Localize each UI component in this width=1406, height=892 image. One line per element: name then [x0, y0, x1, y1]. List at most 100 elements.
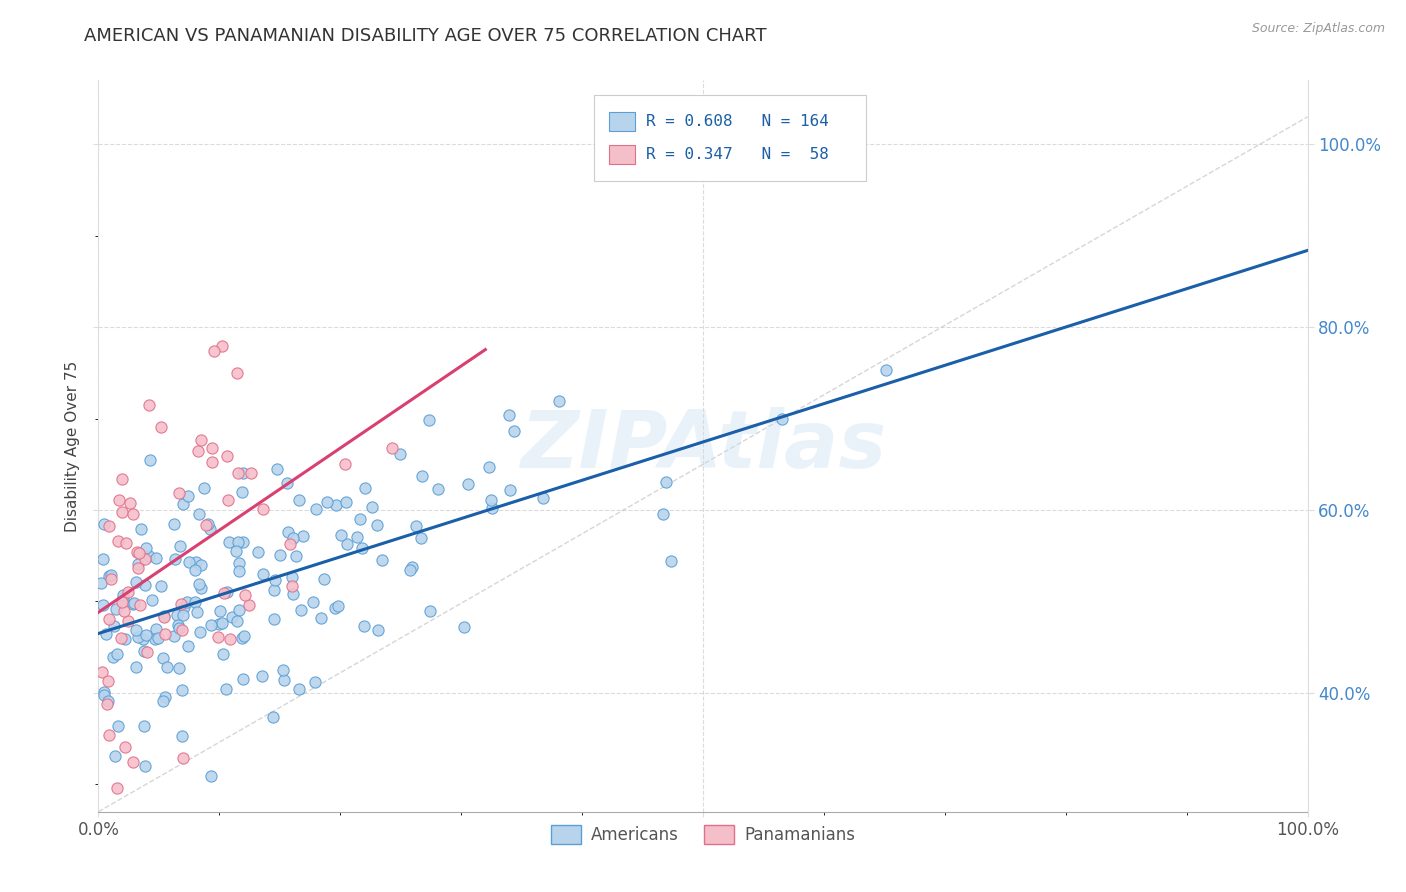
Point: [145, 551, 167, 566]
Point: [326, 599, 349, 614]
Point: [309, 611, 332, 625]
Point: [273, 673, 295, 687]
Point: [499, 483, 522, 498]
Point: [105, 781, 128, 796]
Point: [329, 528, 352, 542]
Point: [215, 450, 238, 464]
Point: [169, 539, 191, 553]
Point: [183, 595, 205, 609]
Point: [176, 595, 198, 609]
Point: [125, 545, 148, 559]
Point: [301, 595, 323, 609]
Point: [252, 567, 274, 582]
Point: [232, 672, 254, 686]
Point: [149, 420, 172, 434]
Point: [118, 495, 141, 509]
Point: [100, 572, 122, 586]
Point: [165, 552, 187, 566]
Point: [167, 486, 190, 500]
Point: [100, 568, 122, 582]
Point: [252, 669, 274, 683]
Point: [125, 659, 148, 673]
Point: [190, 581, 212, 595]
Point: [284, 549, 307, 563]
Point: [238, 598, 260, 612]
Point: [225, 544, 247, 558]
Point: [135, 541, 157, 555]
Point: [366, 517, 388, 532]
Point: [127, 561, 149, 575]
Point: [281, 569, 304, 583]
Point: [97, 728, 120, 742]
Point: [91, 599, 114, 613]
Point: [190, 433, 212, 447]
Point: [177, 489, 200, 503]
Point: [208, 616, 231, 631]
Point: [277, 524, 299, 539]
Point: [97, 694, 120, 708]
Point: [419, 603, 441, 617]
Point: [453, 620, 475, 634]
Point: [228, 534, 250, 549]
Point: [110, 632, 132, 646]
Point: [114, 739, 136, 754]
Point: [401, 559, 423, 574]
Point: [136, 644, 159, 658]
Point: [208, 605, 231, 619]
Point: [111, 472, 134, 486]
Point: [316, 494, 339, 508]
Point: [172, 607, 194, 622]
Point: [200, 769, 222, 783]
Point: [503, 424, 526, 438]
Point: [263, 612, 285, 626]
Point: [312, 572, 335, 586]
Point: [134, 552, 156, 566]
Point: [105, 647, 128, 661]
Point: [111, 595, 134, 609]
Point: [201, 442, 224, 456]
Point: [138, 549, 160, 563]
Point: [150, 579, 173, 593]
Point: [352, 541, 374, 555]
Point: [187, 444, 209, 458]
Point: [155, 659, 177, 673]
Legend: Americans, Panamanians: Americans, Panamanians: [544, 818, 862, 851]
Point: [659, 554, 682, 568]
Point: [231, 485, 253, 500]
Point: [166, 608, 188, 623]
Point: [153, 627, 176, 641]
Point: [200, 617, 222, 632]
Point: [163, 517, 186, 532]
Point: [172, 751, 194, 765]
Point: [104, 602, 127, 616]
Point: [101, 649, 124, 664]
Point: [97, 612, 120, 626]
Point: [138, 398, 160, 412]
Point: [278, 537, 301, 551]
Text: ZIPAtlas: ZIPAtlas: [520, 407, 886, 485]
Point: [115, 535, 138, 549]
Point: [233, 588, 256, 602]
Point: [93, 684, 115, 698]
Point: [146, 631, 169, 645]
Point: [172, 497, 194, 511]
Point: [107, 718, 129, 732]
Point: [226, 366, 249, 380]
Point: [96, 698, 118, 712]
Point: [201, 455, 224, 469]
Point: [323, 600, 346, 615]
Point: [481, 501, 503, 516]
Point: [97, 674, 120, 689]
Point: [112, 603, 135, 617]
Point: [218, 534, 240, 549]
Point: [134, 718, 156, 732]
Point: [246, 545, 269, 559]
Point: [91, 665, 114, 680]
Point: [263, 574, 285, 588]
Point: [418, 413, 440, 427]
Point: [108, 492, 131, 507]
Point: [90, 576, 112, 591]
Point: [170, 597, 193, 611]
Point: [381, 441, 404, 455]
Point: [426, 482, 449, 496]
